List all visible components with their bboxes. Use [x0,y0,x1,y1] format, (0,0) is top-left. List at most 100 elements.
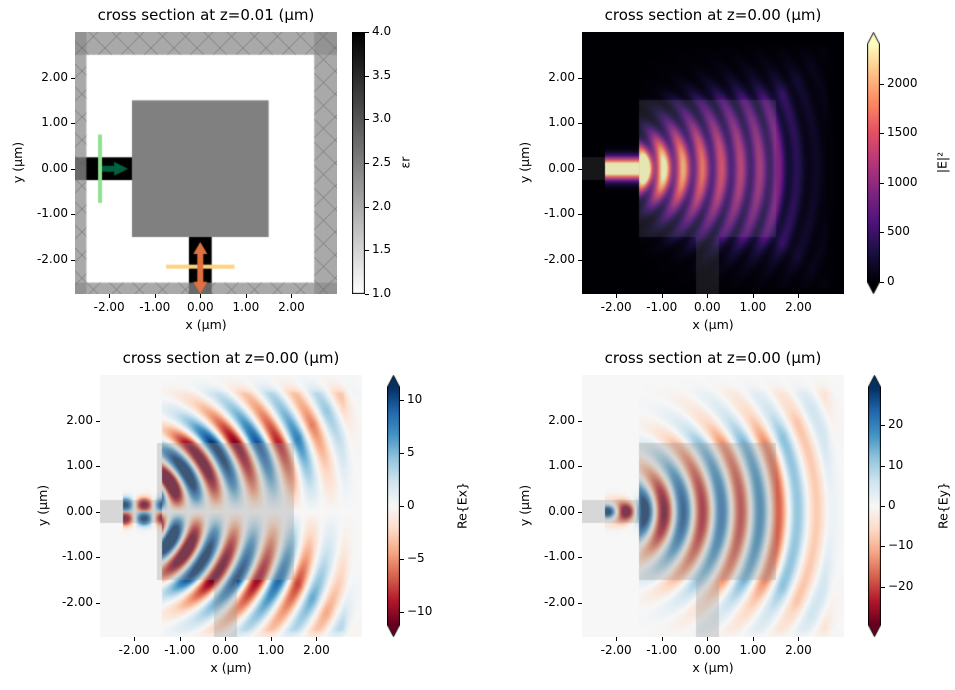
x-tick-mark [179,637,181,641]
plot-title: cross section at z=0.00 (µm) [122,349,340,367]
x-tick-label: 2.00 [303,643,330,657]
y-axis-label: y (µm) [35,484,51,527]
x-tick-mark [245,294,247,298]
colorbar-tick-mark [365,206,369,208]
colorbar-tick-mark [365,163,369,164]
colorbar-tick-mark [400,612,404,614]
colorbar-tick-label: 10 [407,391,423,406]
plot-axes [582,32,844,294]
x-tick-mark [225,637,227,641]
x-tick-label: 0.00 [186,300,214,314]
y-tick-mark [71,77,75,79]
colorbar-tick-label: 4.0 [372,24,392,38]
colorbar-label: εr [397,156,413,169]
colorbar-tick-label: −10 [407,604,433,619]
x-tick-label: -2.00 [600,300,632,314]
colorbar-tick-mark [365,250,369,252]
y-tick-label: 0.00 [548,503,575,518]
y-tick-label: 0.00 [41,160,68,175]
colorbar-tick-mark [365,294,369,295]
colorbar-tick-mark [881,506,885,507]
y-tick-mark [96,466,100,468]
x-axis-label: x (µm) [692,317,734,332]
y-tick-mark [71,259,75,261]
y-tick-mark [71,123,75,125]
colorbar [868,375,881,637]
colorbar-tick-label: 0 [407,498,415,512]
x-tick-mark [616,637,618,641]
colorbar-tick-label: 2000 [887,75,918,90]
x-tick-label: 0.00 [211,643,239,657]
x-tick-mark [752,294,754,298]
x-tick-label: 0.00 [693,300,721,314]
x-tick-mark [154,294,156,298]
colorbar-tick-mark [400,506,404,507]
x-tick-label: 2.00 [278,300,305,314]
y-tick-label: -1.00 [61,549,93,564]
colorbar-tick-mark [365,119,369,121]
x-tick-label: 2.00 [785,643,812,657]
colorbar [352,32,365,294]
colorbar-tick-mark [365,75,369,77]
colorbar-tick-mark [880,133,884,135]
x-tick-mark [752,637,754,641]
x-tick-mark [707,637,709,641]
y-tick-mark [578,420,582,422]
x-tick-mark [661,294,663,298]
x-tick-label: -1.00 [164,643,196,657]
y-tick-label: 1.00 [548,115,575,130]
x-tick-label: 0.00 [693,643,721,657]
x-tick-label: -1.00 [646,643,678,657]
x-axis-label: x (µm) [692,660,734,675]
y-tick-label: -1.00 [543,549,575,564]
y-tick-mark [96,557,100,559]
colorbar-tick-mark [880,282,884,283]
plot-title: cross section at z=0.00 (µm) [604,6,822,24]
colorbar-tick-mark [400,452,404,454]
y-tick-mark [578,214,582,216]
y-tick-mark [96,420,100,422]
colorbar-tick-mark [881,586,885,588]
colorbar-label: Re{Ex} [454,481,470,530]
y-tick-label: 2.00 [66,412,93,427]
colorbar-tick-label: 1.5 [372,242,392,257]
colorbar-tick-mark [881,425,885,427]
heatmap-image [75,32,337,294]
y-tick-label: 2.00 [548,412,575,427]
x-tick-mark [707,294,709,298]
y-tick-label: 1.00 [548,458,575,473]
x-tick-label: 1.00 [739,300,767,314]
y-tick-label: -2.00 [61,594,93,609]
y-tick-label: -1.00 [543,206,575,221]
y-tick-mark [71,214,75,216]
colorbar-tick-label: 3.5 [372,67,392,82]
plot-axes [75,32,337,294]
y-axis-label: y (µm) [517,141,533,184]
y-tick-label: 1.00 [41,115,68,130]
colorbar-tick-label: 2.5 [372,155,392,169]
x-tick-mark [661,637,663,641]
y-tick-label: -2.00 [543,594,575,609]
heatmap-image [582,375,844,637]
y-tick-label: -1.00 [36,206,68,221]
y-tick-mark [96,511,100,513]
y-tick-mark [578,466,582,468]
colorbar-tick-mark [400,559,404,561]
x-tick-label: -1.00 [646,300,678,314]
x-tick-label: -1.00 [139,300,171,314]
x-tick-label: 1.00 [257,643,285,657]
colorbar-tick-mark [880,232,884,234]
x-tick-mark [291,294,293,298]
heatmap-image [582,32,844,294]
y-tick-label: -2.00 [543,251,575,266]
y-tick-mark [578,168,582,170]
y-tick-mark [578,77,582,79]
y-tick-label: -2.00 [36,251,68,266]
x-tick-mark [200,294,202,298]
y-tick-mark [71,168,75,170]
y-tick-mark [96,602,100,604]
colorbar-tick-mark [400,399,404,401]
colorbar-tick-label: 5 [407,444,415,459]
colorbar-tick-label: −10 [888,538,914,553]
colorbar-tick-label: 20 [888,417,904,432]
